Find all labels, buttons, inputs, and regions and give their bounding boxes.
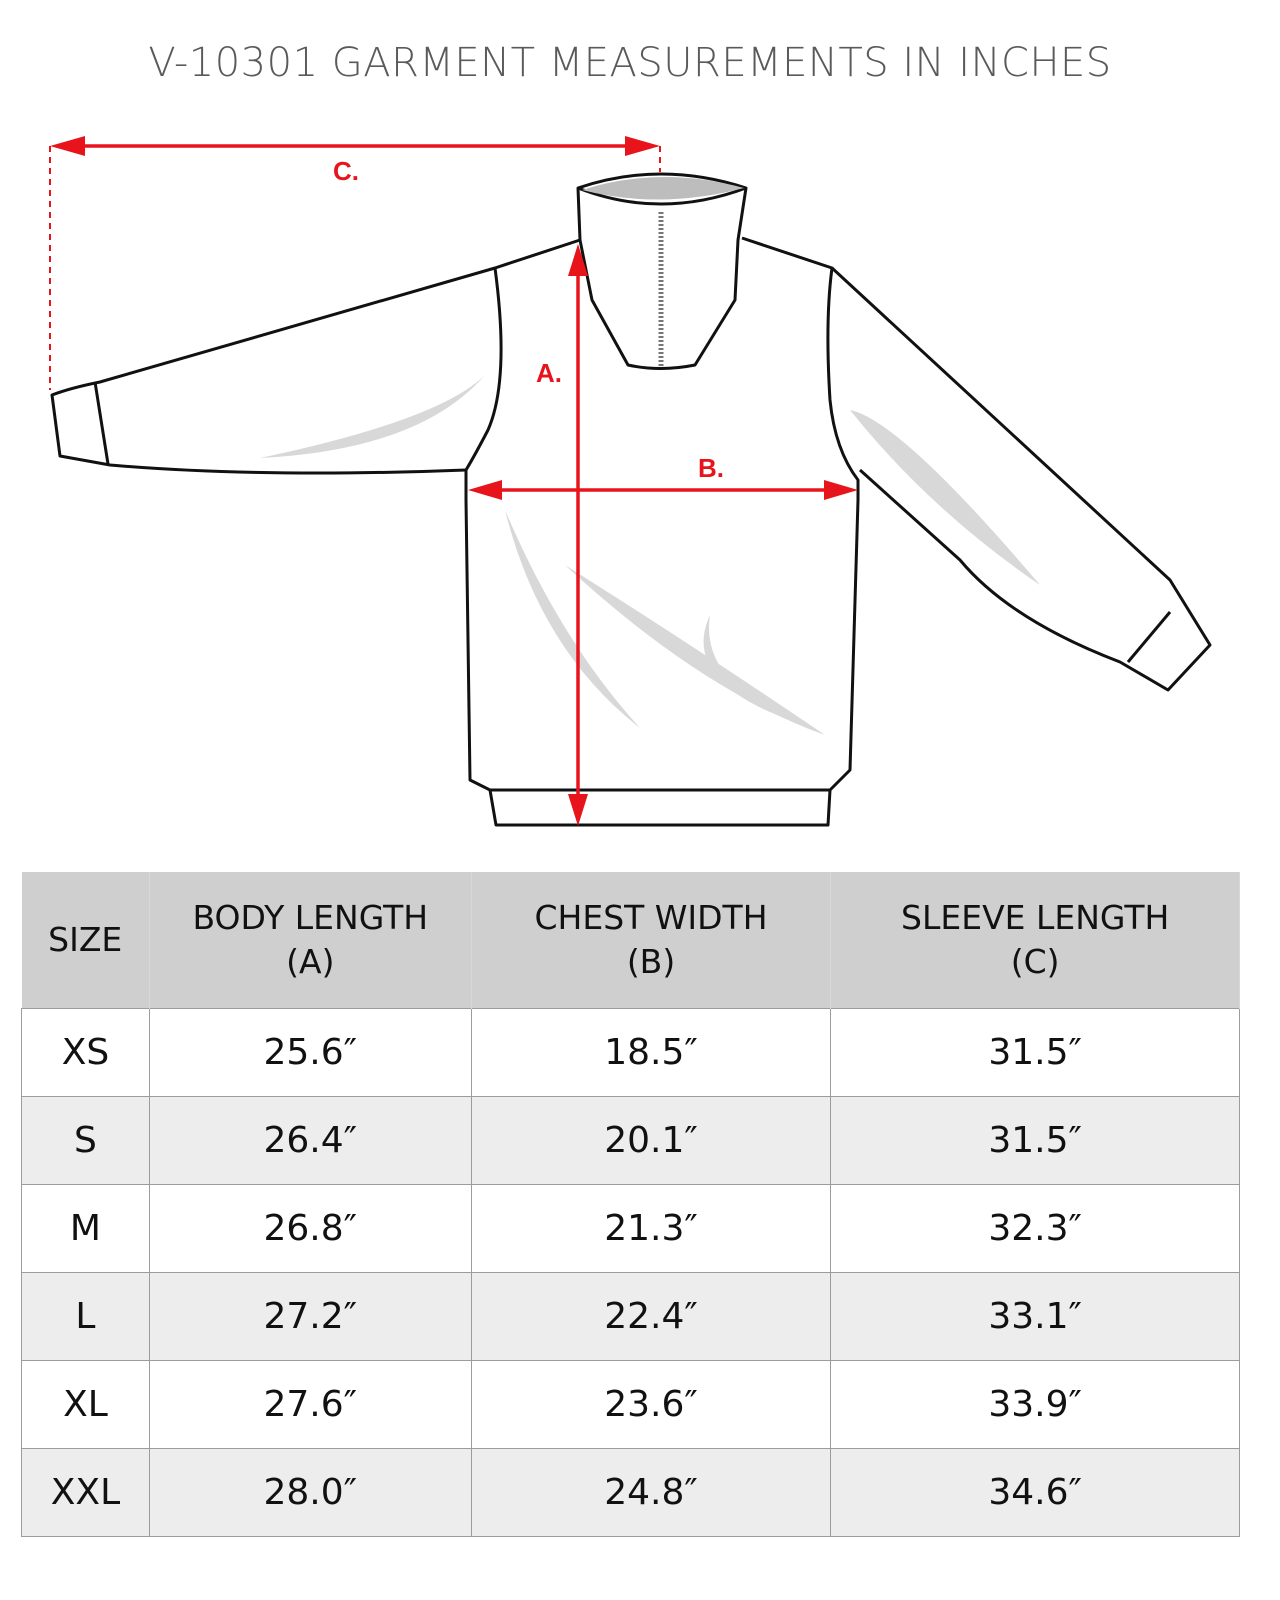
header-body-length: BODY LENGTH (A) <box>149 872 472 1009</box>
header-chest-width: CHEST WIDTH (B) <box>471 872 832 1009</box>
table-header: SIZE BODY LENGTH (A) CHEST WIDTH (B) SLEEV… <box>21 872 1240 1009</box>
table-row: XL 27.6″ 23.6″ 33.9″ <box>21 1360 1240 1449</box>
page-title: V-10301 GARMENT MEASUREMENTS IN INCHES <box>148 40 1112 86</box>
cell-body-length: 27.2″ <box>148 1272 472 1361</box>
garment-diagram: C. A. B. <box>49 136 1212 827</box>
garment-outline <box>50 172 1212 827</box>
label-b: B. <box>698 453 724 483</box>
cell-body-length: 28.0″ <box>148 1448 472 1537</box>
cell-body-length: 26.4″ <box>148 1096 472 1185</box>
cell-size: XXL <box>21 1448 150 1537</box>
cell-chest-width: 18.5″ <box>470 1008 832 1097</box>
cell-chest-width: 23.6″ <box>470 1360 832 1449</box>
cell-body-length: 26.8″ <box>148 1184 472 1273</box>
cell-sleeve-length: 31.5″ <box>830 1008 1240 1097</box>
cell-body-length: 27.6″ <box>148 1360 472 1449</box>
cell-chest-width: 24.8″ <box>470 1448 832 1537</box>
cell-size: XS <box>21 1008 150 1097</box>
table-row: S 26.4″ 20.1″ 31.5″ <box>21 1096 1240 1185</box>
cell-chest-width: 21.3″ <box>470 1184 832 1273</box>
header-sleeve-length: SLEEVE LENGTH (C) <box>830 872 1240 1009</box>
cell-sleeve-length: 33.1″ <box>830 1272 1240 1361</box>
cell-sleeve-length: 32.3″ <box>830 1184 1240 1273</box>
table-row: XXL 28.0″ 24.8″ 34.6″ <box>21 1448 1240 1537</box>
size-chart-table: SIZE BODY LENGTH (A) CHEST WIDTH (B) SLEEV… <box>21 872 1240 1537</box>
cell-sleeve-length: 33.9″ <box>830 1360 1240 1449</box>
table-row: XS 25.6″ 18.5″ 31.5″ <box>21 1008 1240 1097</box>
fabric-shading <box>260 375 1040 735</box>
table-row: M 26.8″ 21.3″ 32.3″ <box>21 1184 1240 1273</box>
header-size: SIZE <box>21 872 150 1009</box>
cell-sleeve-length: 34.6″ <box>830 1448 1240 1537</box>
cell-body-length: 25.6″ <box>148 1008 472 1097</box>
cell-size: L <box>21 1272 150 1361</box>
label-a: A. <box>536 358 562 388</box>
cell-size: S <box>21 1096 150 1185</box>
table-row: L 27.2″ 22.4″ 33.1″ <box>21 1272 1240 1361</box>
cell-sleeve-length: 31.5″ <box>830 1096 1240 1185</box>
cell-size: XL <box>21 1360 150 1449</box>
collar-inner <box>582 176 744 200</box>
cell-chest-width: 20.1″ <box>470 1096 832 1185</box>
cell-chest-width: 22.4″ <box>470 1272 832 1361</box>
label-c: C. <box>333 156 359 186</box>
cell-size: M <box>21 1184 150 1273</box>
measurement-arrows <box>49 136 858 826</box>
